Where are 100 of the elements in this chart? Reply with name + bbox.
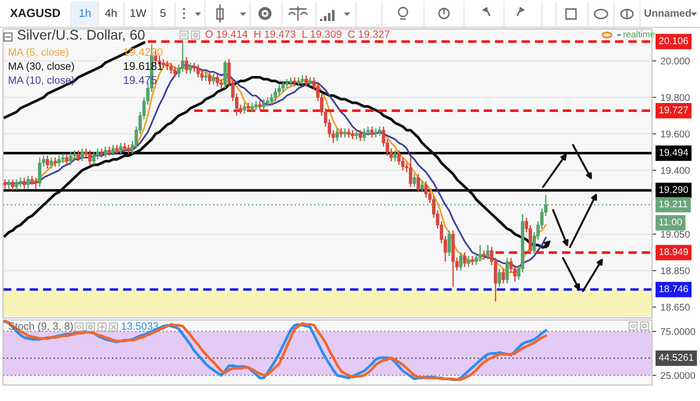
chart-subtitle: O 19.414 H 19.473 L 19.309 C 19.327 xyxy=(205,30,390,38)
candlestick xyxy=(173,66,177,78)
candlestick xyxy=(258,100,262,111)
y-tick-label: 18.850 xyxy=(661,267,690,274)
candlestick xyxy=(374,128,378,138)
text: 1h xyxy=(80,8,90,17)
candlestick xyxy=(3,178,7,190)
candlestick xyxy=(498,268,502,288)
text: 5 xyxy=(160,9,166,17)
y-tick-label: 20.000 xyxy=(660,58,690,65)
candlestick xyxy=(108,146,111,156)
candlestick xyxy=(169,62,173,74)
candlestick xyxy=(115,144,119,155)
candlestick xyxy=(65,153,68,166)
candlestick xyxy=(72,150,76,160)
candlestick xyxy=(126,144,130,155)
candlestick xyxy=(412,173,416,188)
data-label: 20.106 xyxy=(659,37,688,44)
candlestick xyxy=(505,257,509,284)
annotation: 13.5033 xyxy=(122,322,158,330)
candlestick xyxy=(459,252,462,272)
text: XAGUSD xyxy=(10,8,60,18)
chart-title: Silver/U.S. Dollar, 60 xyxy=(18,30,145,42)
candlestick xyxy=(370,126,374,138)
data-label: 18.949 xyxy=(659,248,688,256)
candlestick xyxy=(289,76,292,88)
candlestick xyxy=(347,128,350,138)
candlestick xyxy=(46,155,50,170)
ref-line-label: 19.211 xyxy=(659,200,688,208)
candlestick xyxy=(281,80,285,93)
text: 11:00 xyxy=(659,218,682,226)
candlestick xyxy=(378,126,382,136)
candlestick xyxy=(482,250,486,260)
candlestick xyxy=(30,175,34,186)
candlestick xyxy=(266,96,270,108)
candlestick xyxy=(300,74,304,86)
text: MA (5, close) xyxy=(8,48,68,58)
candlestick xyxy=(22,176,26,190)
candlestick xyxy=(274,88,278,102)
candlestick xyxy=(196,64,200,78)
candlestick xyxy=(68,151,72,166)
y-tick-label: 25.0000 xyxy=(660,372,696,379)
candlestick xyxy=(14,178,18,191)
text: MA (10, close) xyxy=(8,76,74,86)
annotation: realtime xyxy=(624,30,655,38)
candlestick xyxy=(18,176,22,188)
candlestick xyxy=(162,58,165,69)
candlestick xyxy=(335,128,339,142)
candlestick xyxy=(38,156,42,188)
candlestick xyxy=(61,153,65,164)
ref-line-label: 44.5261 xyxy=(658,354,694,361)
y-tick-label: 75.0000 xyxy=(660,328,696,336)
candlestick xyxy=(184,56,188,74)
candlestick xyxy=(285,78,289,89)
candlestick xyxy=(166,60,169,71)
candlestick xyxy=(34,176,38,190)
ref-line-label: 19.290 xyxy=(659,186,688,193)
candlestick xyxy=(26,175,30,190)
candlestick xyxy=(208,71,212,86)
candlestick xyxy=(92,151,96,166)
candlestick xyxy=(119,142,122,155)
candlestick xyxy=(80,148,84,162)
candlestick xyxy=(7,178,10,190)
candlestick xyxy=(296,76,300,88)
text: 4h xyxy=(105,8,116,17)
candlestick xyxy=(123,142,126,153)
candlestick xyxy=(246,102,250,113)
candlestick xyxy=(212,73,216,86)
candlestick xyxy=(242,102,246,114)
y-tick-label: 19.800 xyxy=(661,94,690,101)
candlestick xyxy=(408,156,412,188)
ref-line-label: 18.746 xyxy=(659,285,688,292)
candlestick xyxy=(216,73,220,88)
candlestick xyxy=(486,244,490,260)
candlestick xyxy=(350,130,354,140)
candlestick xyxy=(502,268,505,284)
y-tick-label: 19.050 xyxy=(661,230,690,238)
candlestick xyxy=(10,178,14,191)
candlestick xyxy=(470,255,474,266)
candlestick xyxy=(416,173,420,193)
candlestick xyxy=(88,150,92,166)
candlestick xyxy=(262,98,266,111)
candlestick xyxy=(223,60,227,89)
candlestick xyxy=(204,71,208,82)
candlestick xyxy=(188,62,192,74)
candlestick xyxy=(250,102,254,113)
candlestick xyxy=(354,130,358,140)
candlestick xyxy=(339,128,343,138)
candlestick xyxy=(448,230,451,257)
candlestick xyxy=(362,128,366,142)
candlestick xyxy=(304,74,308,88)
data-label: 19.727 xyxy=(659,106,688,114)
candlestick xyxy=(50,156,53,170)
text: 1W xyxy=(130,9,146,17)
y-tick-label: 19.400 xyxy=(661,167,690,174)
candlestick xyxy=(111,144,115,156)
candlestick xyxy=(308,76,312,88)
candlestick xyxy=(393,150,397,162)
text: Unnamed xyxy=(644,9,691,17)
candlestick xyxy=(57,155,61,168)
